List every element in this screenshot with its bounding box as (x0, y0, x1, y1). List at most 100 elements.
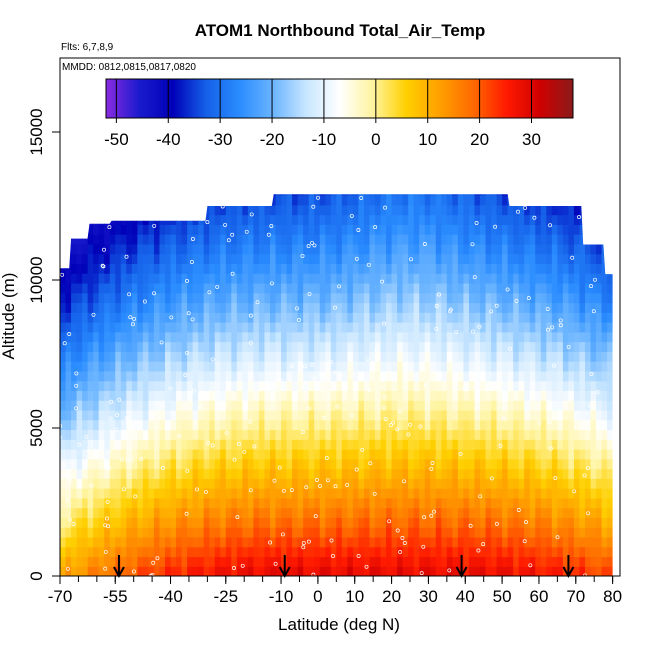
heatmap-cell (568, 546, 575, 558)
heatmap-cell (468, 546, 476, 558)
heatmap-cell (535, 370, 542, 382)
heatmap-cell (430, 536, 437, 548)
heatmap-cell (413, 478, 420, 489)
heatmap-cell (109, 341, 116, 352)
heatmap-cell (319, 204, 326, 216)
heatmap-cell (435, 517, 442, 528)
heatmap-cell (557, 400, 564, 411)
heatmap-cell (253, 478, 260, 489)
heatmap-cell (441, 527, 448, 538)
heatmap-cell (231, 507, 238, 518)
heatmap-cell (513, 302, 520, 313)
heatmap-cell (330, 331, 337, 343)
heatmap-cell (120, 409, 127, 421)
heatmap-cell (397, 370, 404, 382)
heatmap-cell (115, 536, 122, 548)
heatmap-cell (468, 497, 476, 509)
sample-marker (324, 456, 329, 461)
heatmap-cell (441, 370, 448, 382)
heatmap-cell (546, 507, 553, 518)
heatmap-cell (557, 409, 564, 421)
heatmap-cell (446, 282, 453, 294)
heatmap-cell (65, 302, 72, 313)
heatmap-cell (325, 536, 332, 548)
heatmap-cell (468, 527, 476, 538)
heatmap-cell (480, 253, 487, 265)
heatmap-cell (165, 478, 172, 489)
heatmap-cell (308, 253, 315, 265)
sample-marker (501, 416, 506, 421)
heatmap-cell (126, 312, 133, 323)
heatmap-cell (402, 253, 409, 265)
heatmap-cell (546, 566, 553, 576)
heatmap-cell (452, 351, 459, 362)
heatmap-cell (231, 419, 238, 431)
heatmap-cell (275, 380, 282, 392)
heatmap-cell (176, 468, 183, 479)
y-axis-label: Altitude (m) (0, 273, 18, 360)
heatmap-cell (573, 507, 581, 518)
heatmap-cell (159, 312, 166, 323)
heatmap-cell (247, 556, 255, 567)
heatmap-cell (596, 351, 603, 362)
heatmap-cell (579, 370, 586, 382)
heatmap-cell (363, 556, 371, 567)
heatmap-cell (347, 449, 354, 460)
heatmap-cell (198, 380, 205, 392)
heatmap-cell (275, 282, 282, 294)
heatmap-cell (579, 419, 586, 431)
heatmap-cell (546, 322, 553, 333)
heatmap-cell (579, 243, 586, 255)
heatmap-cell (120, 439, 127, 450)
heatmap-cell (126, 322, 133, 333)
heatmap-cell (386, 195, 393, 206)
heatmap-cell (170, 458, 177, 470)
heatmap-cell (76, 361, 83, 372)
heatmap-cell (236, 478, 243, 489)
heatmap-cell (480, 409, 487, 421)
heatmap-cell (529, 380, 536, 392)
heatmap-cell (253, 273, 260, 284)
heatmap-cell (214, 312, 221, 323)
heatmap-cell (358, 224, 365, 235)
sample-marker (335, 404, 340, 409)
heatmap-cell (82, 390, 89, 401)
heatmap-cell (502, 370, 509, 382)
heatmap-cell (303, 527, 310, 538)
heatmap-cell (468, 195, 476, 206)
heatmap-cell (352, 195, 360, 206)
heatmap-cell (142, 409, 150, 421)
heatmap-cell (131, 302, 138, 313)
sample-marker (434, 304, 439, 308)
heatmap-cell (247, 458, 255, 470)
heatmap-cell (303, 273, 310, 284)
heatmap-cell (441, 195, 448, 206)
heatmap-cell (120, 517, 127, 528)
heatmap-cell (363, 253, 371, 265)
heatmap-cell (485, 478, 492, 489)
heatmap-cell (402, 409, 409, 421)
heatmap-cell (209, 302, 216, 313)
heatmap-cell (463, 224, 470, 235)
heatmap-cell (513, 282, 520, 294)
heatmap-cell (590, 302, 597, 313)
heatmap-cell (474, 488, 481, 499)
heatmap-cell (148, 224, 155, 235)
heatmap-cell (264, 488, 271, 499)
heatmap-cell (607, 527, 613, 538)
sample-marker (115, 412, 120, 417)
heatmap-cell (142, 351, 150, 362)
heatmap-cell (402, 302, 409, 313)
heatmap-cell (557, 282, 564, 294)
heatmap-cell (159, 527, 166, 538)
heatmap-cell (231, 449, 238, 460)
heatmap-cell (148, 527, 155, 538)
heatmap-cell (590, 292, 597, 304)
heatmap-cell (419, 488, 426, 499)
heatmap-cell (308, 517, 315, 528)
heatmap-cell (380, 224, 387, 235)
heatmap-cell (380, 566, 387, 576)
heatmap-cell (303, 292, 310, 304)
heatmap-cell (264, 253, 271, 265)
heatmap-cell (275, 527, 282, 538)
